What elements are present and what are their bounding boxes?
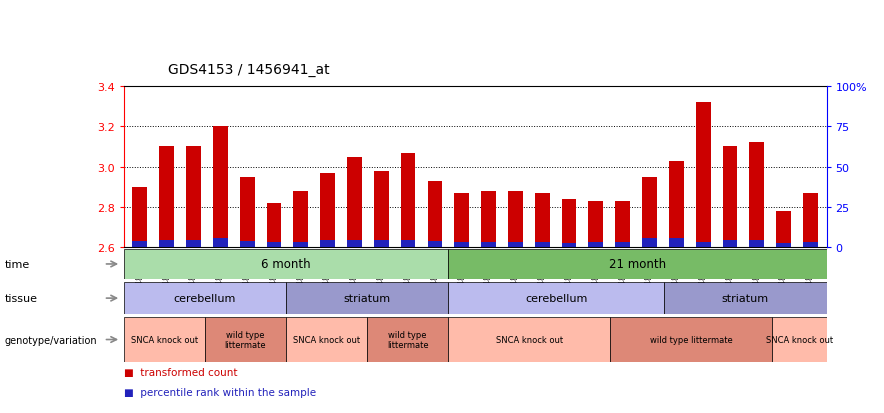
Bar (124, 282, 286, 315)
Bar (665, 282, 827, 315)
Text: SNCA knock out: SNCA knock out (293, 335, 360, 344)
Bar (286, 282, 448, 315)
Bar (535, 193, 550, 248)
Bar (642, 239, 657, 248)
Bar (428, 181, 442, 248)
Bar (481, 192, 496, 248)
Text: 6 month: 6 month (261, 258, 311, 271)
Bar (267, 242, 281, 248)
Bar (400, 153, 415, 248)
Bar (133, 188, 148, 248)
Text: ■  transformed count: ■ transformed count (124, 368, 237, 377)
Bar (286, 317, 367, 362)
Bar (535, 242, 550, 248)
Bar (205, 317, 286, 362)
Text: tissue: tissue (4, 293, 37, 304)
Bar (187, 147, 201, 248)
Bar (773, 317, 827, 362)
Bar (803, 193, 818, 248)
Bar (347, 241, 362, 248)
Text: cerebellum: cerebellum (173, 293, 236, 304)
Bar (776, 244, 791, 248)
Text: cerebellum: cerebellum (525, 293, 588, 304)
Bar (750, 241, 764, 248)
Text: wild type
littermate: wild type littermate (225, 330, 266, 349)
Text: SNCA knock out: SNCA knock out (766, 335, 833, 344)
Bar (124, 249, 448, 280)
Bar (561, 243, 576, 248)
Bar (448, 317, 610, 362)
Bar (320, 173, 335, 248)
Bar (320, 241, 335, 248)
Bar (454, 193, 469, 248)
Text: SNCA knock out: SNCA knock out (496, 335, 563, 344)
Bar (589, 242, 603, 248)
Text: 21 month: 21 month (609, 258, 666, 271)
Bar (159, 241, 174, 248)
Text: GDS4153 / 1456941_at: GDS4153 / 1456941_at (168, 62, 330, 76)
Bar (367, 317, 448, 362)
Bar (293, 192, 309, 248)
Bar (213, 239, 228, 248)
Bar (293, 242, 309, 248)
Bar (400, 241, 415, 248)
Bar (803, 242, 818, 248)
Text: time: time (4, 259, 30, 269)
Bar (454, 242, 469, 248)
Bar (750, 143, 764, 248)
Bar (213, 127, 228, 248)
Bar (722, 241, 737, 248)
Bar (374, 241, 389, 248)
Text: genotype/variation: genotype/variation (4, 335, 97, 345)
Bar (589, 202, 603, 248)
Bar (481, 242, 496, 248)
Bar (267, 204, 281, 248)
Bar (776, 211, 791, 248)
Bar (615, 242, 630, 248)
Bar (610, 317, 773, 362)
Bar (124, 317, 205, 362)
Bar (159, 147, 174, 248)
Bar (642, 177, 657, 248)
Bar (240, 177, 255, 248)
Bar (428, 241, 442, 248)
Bar (615, 202, 630, 248)
Bar (508, 192, 522, 248)
Text: striatum: striatum (722, 293, 769, 304)
Bar (187, 241, 201, 248)
Text: SNCA knock out: SNCA knock out (131, 335, 198, 344)
Bar (133, 242, 148, 248)
Bar (448, 249, 827, 280)
Bar (448, 282, 665, 315)
Bar (696, 242, 711, 248)
Bar (669, 161, 683, 248)
Bar (561, 199, 576, 248)
Bar (722, 147, 737, 248)
Text: ■  percentile rank within the sample: ■ percentile rank within the sample (124, 387, 316, 397)
Bar (374, 171, 389, 248)
Bar (696, 103, 711, 248)
Text: wild type littermate: wild type littermate (650, 335, 733, 344)
Bar (508, 242, 522, 248)
Text: striatum: striatum (344, 293, 391, 304)
Bar (669, 239, 683, 248)
Bar (347, 157, 362, 248)
Text: wild type
littermate: wild type littermate (387, 330, 429, 349)
Bar (240, 242, 255, 248)
